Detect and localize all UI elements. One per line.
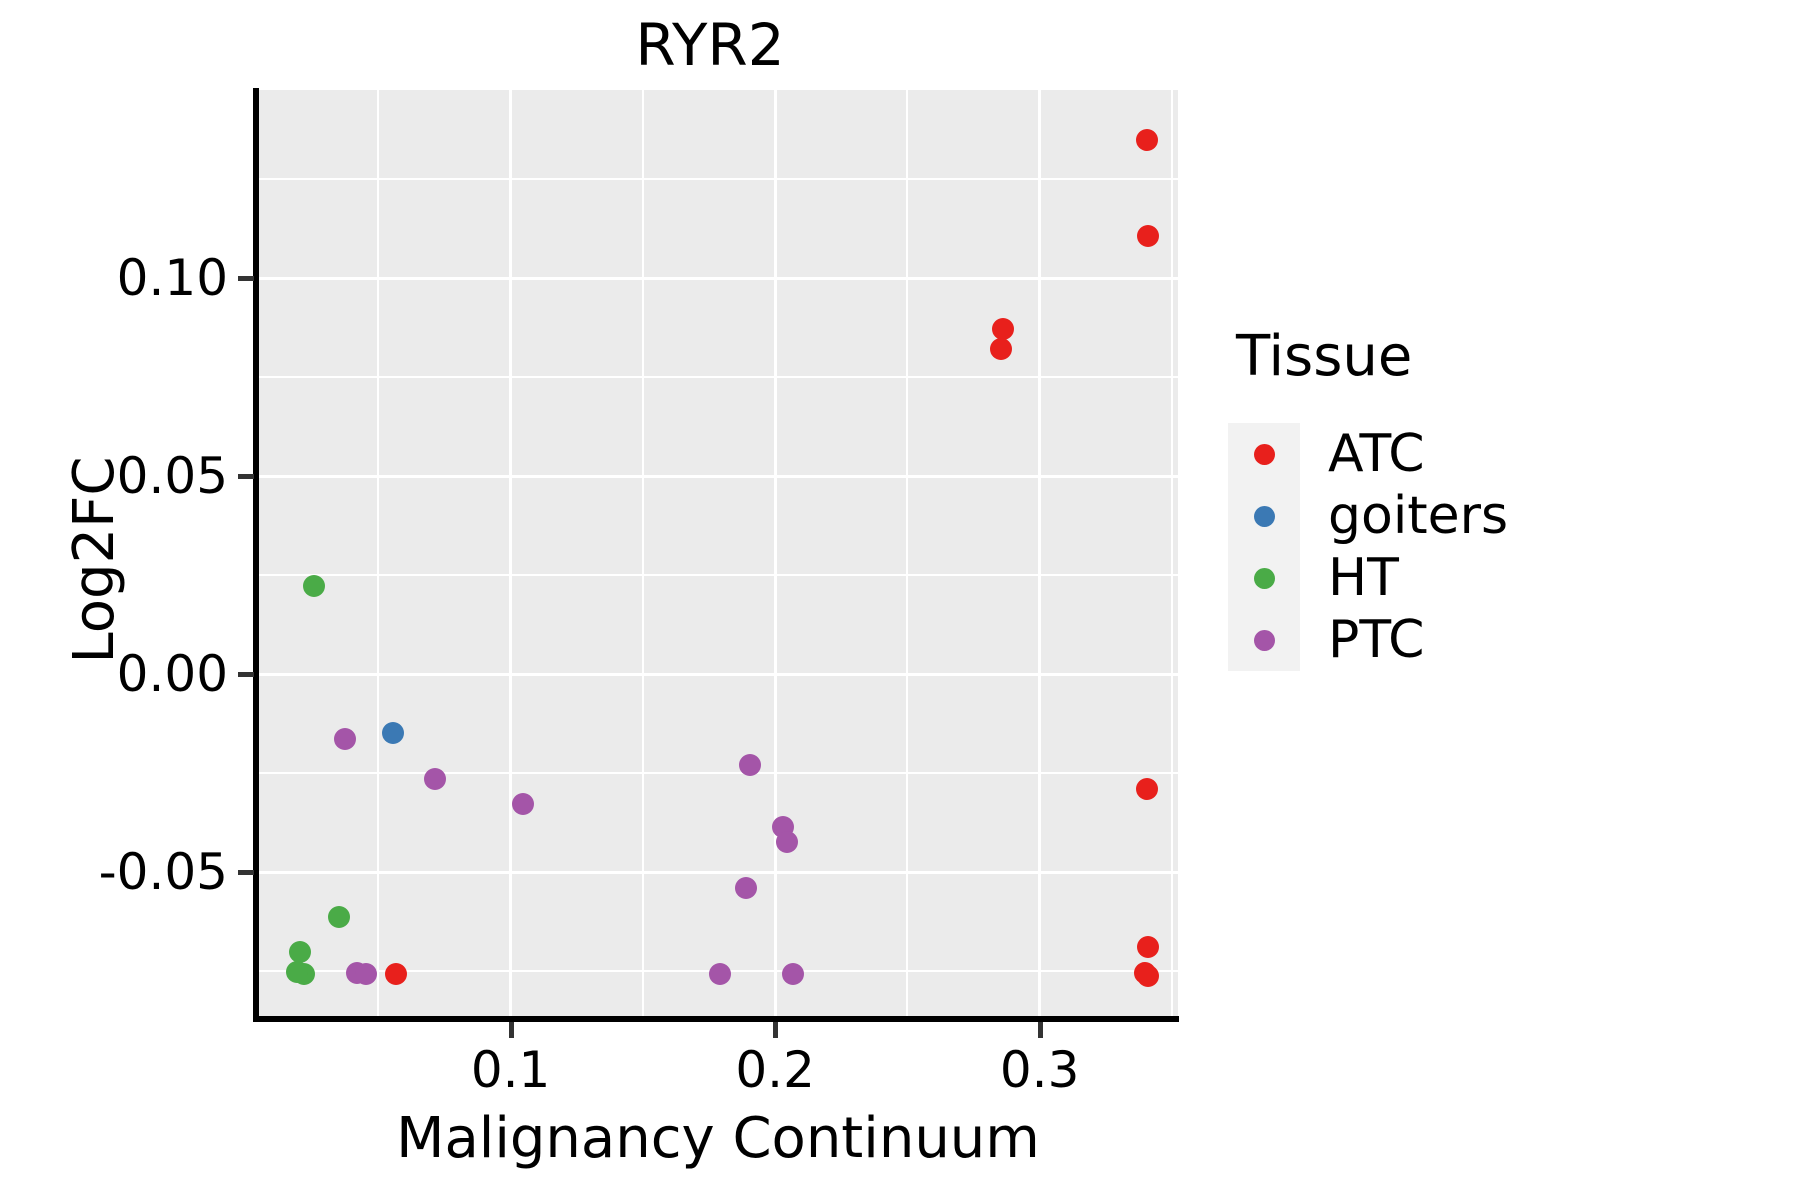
gridline-y-minor [258,772,1178,775]
gridline-y-major [258,870,1178,874]
legend-title: Tissue [1236,324,1413,389]
data-point-ht [303,574,326,597]
x-tick-mark [773,1022,779,1038]
legend-item-label: PTC [1328,610,1425,670]
gridline-x-minor [377,90,380,1018]
data-point-goiters [381,721,404,744]
gridline-x-major [509,90,513,1018]
legend-items: ATC goiters HT PTC [1228,423,1628,671]
gridline-x-minor [906,90,909,1018]
legend-key-swatch [1228,485,1300,547]
plot-panel [258,90,1178,1018]
y-axis-line [253,88,259,1020]
legend-dot-icon [1253,443,1275,465]
y-tick-label: 0.05 [116,447,228,506]
y-tick-mark [238,276,254,282]
x-tick-mark [508,1022,514,1038]
y-tick-label: -0.05 [98,843,228,902]
data-point-atc [992,318,1015,341]
y-tick-mark [238,870,254,876]
gridline-x-minor [1170,90,1173,1018]
data-point-atc [1137,224,1160,247]
legend-key-swatch [1228,547,1300,609]
data-point-ht [285,961,308,984]
data-point-ht [327,905,350,928]
data-point-ptc [708,963,731,986]
legend-dot-icon [1253,567,1275,589]
gridline-y-major [258,276,1178,280]
legend-item-label: goiters [1328,486,1509,546]
y-axis-title: Log2FC [62,456,127,664]
legend-key-swatch [1228,609,1300,671]
x-axis-title: Malignancy Continuum [396,1106,1040,1171]
legend-item-label: HT [1328,548,1399,608]
gridline-y-minor [258,574,1178,577]
legend-item-goiters[interactable]: goiters [1228,485,1628,547]
data-point-ptc [334,727,357,750]
x-tick-label: 0.3 [999,1041,1080,1099]
x-tick-mark [1037,1022,1043,1038]
data-point-ptc [354,963,377,986]
data-point-atc [989,338,1012,361]
x-tick-label: 0.1 [470,1041,551,1099]
legend-key-swatch [1228,423,1300,485]
data-point-ptc [734,877,757,900]
legend-item-atc[interactable]: ATC [1228,423,1628,485]
x-tick-label: 0.2 [735,1041,815,1099]
data-point-ht [288,940,311,963]
gridline-y-minor [258,178,1178,181]
y-tick-mark [238,672,254,678]
legend: Tissue ATC goiters HT PTC [1228,325,1628,671]
data-point-ptc [423,768,446,791]
legend-dot-icon [1253,505,1275,527]
legend-item-label: ATC [1328,424,1425,484]
data-point-ptc [776,831,799,854]
gridline-x-major [773,90,777,1018]
data-point-atc [385,963,408,986]
data-point-atc [1136,778,1159,801]
data-point-ptc [511,793,534,816]
gridline-y-major [258,474,1178,478]
gridline-y-major [258,672,1178,676]
page-title: RYR2 [635,11,785,79]
x-axis-line [253,1016,1179,1022]
data-point-atc [1136,935,1159,958]
legend-item-ptc[interactable]: PTC [1228,609,1628,671]
y-tick-label: 0.10 [116,249,228,308]
gridline-x-major [1038,90,1042,1018]
legend-dot-icon [1253,629,1275,651]
gridline-y-minor [258,376,1178,379]
data-point-ptc [781,963,804,986]
gridline-x-minor [641,90,644,1018]
legend-item-ht[interactable]: HT [1228,547,1628,609]
y-tick-mark [238,474,254,480]
data-point-atc [1135,128,1158,151]
data-point-ptc [739,754,761,777]
data-point-atc [1137,965,1160,988]
y-tick-label: 0.00 [116,645,228,704]
